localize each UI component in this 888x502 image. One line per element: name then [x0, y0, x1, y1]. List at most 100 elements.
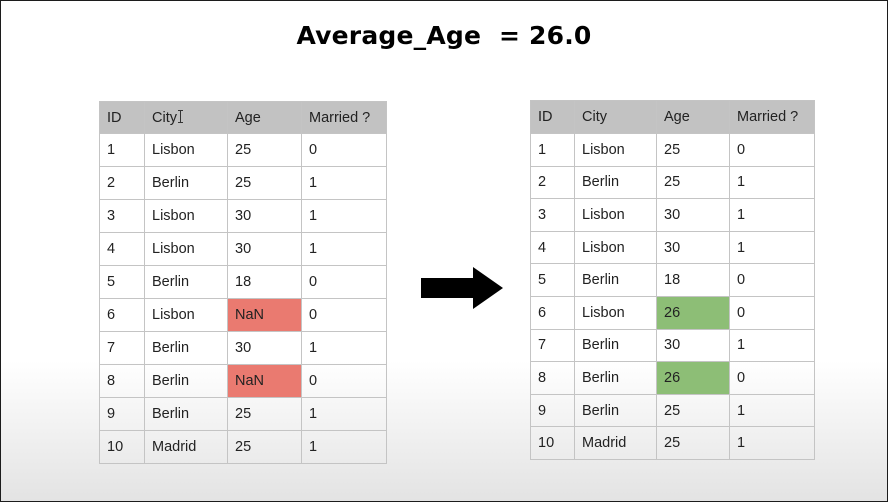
cell-id: 5: [99, 265, 145, 299]
table-row: 9 Berlin 25 1: [99, 397, 387, 431]
cell-city: Lisbon: [144, 199, 228, 233]
cell-city: Lisbon: [574, 230, 657, 265]
cell-id: 8: [530, 361, 575, 395]
cell-married: 1: [729, 165, 815, 200]
cell-age: 30: [227, 199, 302, 233]
cell-id: 4: [99, 232, 145, 266]
cell-id: 6: [530, 295, 575, 330]
cell-city: Lisbon: [574, 133, 657, 167]
cell-id: 2: [530, 165, 575, 200]
cell-id: 10: [530, 426, 575, 460]
cell-city: Madrid: [574, 426, 657, 460]
cell-married: 0: [729, 133, 815, 167]
cell-married: 1: [729, 328, 815, 363]
cell-married: 1: [729, 426, 815, 460]
cell-married: 0: [301, 133, 387, 167]
cell-married: 1: [301, 430, 387, 464]
cell-age: 18: [227, 265, 302, 299]
cell-id: 8: [99, 364, 145, 398]
cell-married: 0: [729, 361, 815, 395]
table-row: 6 Lisbon NaN 0: [99, 298, 387, 332]
cell-city: Lisbon: [574, 198, 657, 232]
page-title: Average_Age = 26.0: [296, 21, 592, 50]
header-married: Married ?: [301, 101, 387, 134]
text-cursor-icon: [177, 109, 183, 124]
cell-id: 7: [530, 328, 575, 363]
cell-id: 5: [530, 263, 575, 297]
header-city: City: [574, 100, 657, 134]
table-row: 2 Berlin 25 1: [99, 166, 387, 200]
cell-age: 26: [656, 295, 730, 330]
cell-age: 25: [656, 426, 730, 460]
table-row: 8 Berlin 26 0: [530, 361, 815, 395]
table-header-row: ID City Age Married ?: [99, 101, 387, 134]
table-header-row: ID City Age Married ?: [530, 100, 815, 134]
table-row: 5 Berlin 18 0: [530, 263, 815, 297]
table-row: 7 Berlin 30 1: [530, 328, 815, 363]
table-row: 1 Lisbon 25 0: [530, 133, 815, 167]
header-age: Age: [227, 101, 302, 134]
table-after-imputation: ID City Age Married ? 1 Lisbon 25 0 2 Berlin 2…: [530, 100, 815, 460]
header-married: Married ?: [729, 100, 815, 134]
cell-married: 1: [301, 166, 387, 200]
cell-age: 25: [227, 397, 302, 431]
header-city-label: City: [152, 110, 177, 126]
table-row: 1 Lisbon 25 0: [99, 133, 387, 167]
table-row: 10 Madrid 25 1: [530, 426, 815, 460]
cell-id: 1: [99, 133, 145, 167]
cell-age: 25: [227, 430, 302, 464]
cell-id: 3: [530, 198, 575, 232]
cell-id: 7: [99, 331, 145, 365]
cell-married: 0: [301, 298, 387, 332]
table-row: 3 Lisbon 30 1: [530, 198, 815, 232]
cell-married: 1: [301, 232, 387, 266]
cell-city: Lisbon: [144, 298, 228, 332]
cell-city: Berlin: [144, 166, 228, 200]
cell-age: 30: [227, 232, 302, 266]
cell-city: Berlin: [144, 265, 228, 299]
table-row: 2 Berlin 25 1: [530, 165, 815, 200]
table-row: 7 Berlin 30 1: [99, 331, 387, 365]
header-age: Age: [656, 100, 730, 134]
header-id: ID: [530, 100, 575, 134]
right-arrow-icon: [421, 267, 503, 309]
cell-city: Berlin: [574, 263, 657, 297]
cell-married: 1: [301, 397, 387, 431]
table-row: 4 Lisbon 30 1: [530, 230, 815, 265]
cell-married: 0: [301, 265, 387, 299]
cell-city: Berlin: [574, 165, 657, 200]
cell-city: Berlin: [144, 397, 228, 431]
table-before-imputation: ID City Age Married ? 1 Lisbon 25 0 2 Berlin 2…: [99, 101, 387, 464]
cell-id: 9: [99, 397, 145, 431]
cell-id: 3: [99, 199, 145, 233]
header-id: ID: [99, 101, 145, 134]
cell-age: 25: [227, 166, 302, 200]
cell-city: Madrid: [144, 430, 228, 464]
cell-age: 25: [656, 393, 730, 428]
cell-age: 25: [656, 133, 730, 167]
cell-age: 30: [656, 230, 730, 265]
cell-age: 30: [227, 331, 302, 365]
table-row: 3 Lisbon 30 1: [99, 199, 387, 233]
cell-id: 4: [530, 230, 575, 265]
cell-id: 6: [99, 298, 145, 332]
cell-city: Lisbon: [144, 232, 228, 266]
cell-age: NaN: [227, 364, 302, 398]
cell-age: 25: [227, 133, 302, 167]
table-row: 9 Berlin 25 1: [530, 393, 815, 428]
cell-id: 1: [530, 133, 575, 167]
cell-city: Berlin: [144, 331, 228, 365]
cell-age: 30: [656, 328, 730, 363]
table-row: 5 Berlin 18 0: [99, 265, 387, 299]
cell-city: Berlin: [144, 364, 228, 398]
cell-city: Lisbon: [574, 295, 657, 330]
table-row: 4 Lisbon 30 1: [99, 232, 387, 266]
table-row: 10 Madrid 25 1: [99, 430, 387, 464]
cell-id: 9: [530, 393, 575, 428]
cell-married: 1: [729, 230, 815, 265]
cell-age: 26: [656, 361, 730, 395]
cell-married: 0: [729, 263, 815, 297]
cell-married: 1: [729, 393, 815, 428]
table-row: 8 Berlin NaN 0: [99, 364, 387, 398]
